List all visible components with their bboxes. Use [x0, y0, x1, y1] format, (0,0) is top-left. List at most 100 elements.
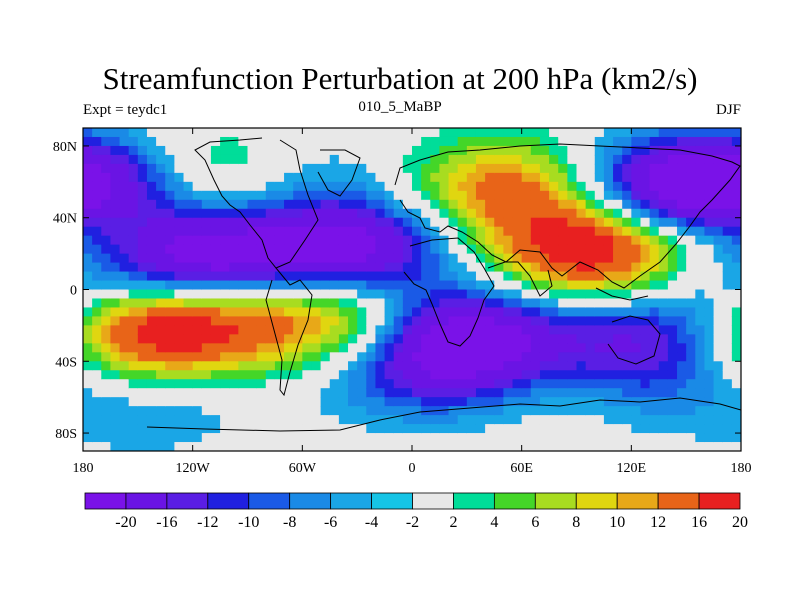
- contour-cell: [576, 424, 587, 434]
- contour-cell: [585, 253, 596, 264]
- contour-cell: [165, 298, 175, 309]
- contour-cell: [329, 316, 340, 326]
- contour-cell: [649, 307, 660, 318]
- contour-cell: [119, 316, 130, 326]
- contour-cell: [494, 307, 504, 318]
- contour-cell: [722, 280, 733, 291]
- contour-cell: [576, 262, 587, 273]
- contour-cell: [210, 163, 221, 174]
- contour-cell: [302, 424, 313, 434]
- contour-cell: [366, 406, 377, 416]
- contour-cell: [274, 334, 285, 344]
- contour-cell: [238, 181, 249, 192]
- contour-cell: [247, 361, 258, 371]
- contour-cell: [192, 226, 203, 237]
- contour-cell: [549, 343, 559, 353]
- contour-cell: [110, 352, 121, 362]
- contour-cell: [384, 280, 395, 291]
- contour-cell: [247, 244, 258, 255]
- contour-cell: [421, 388, 431, 398]
- contour-cell: [247, 262, 258, 273]
- contour-cell: [539, 199, 550, 210]
- contour-cell: [667, 154, 678, 165]
- contour-cell: [311, 343, 322, 353]
- contour-cell: [421, 217, 431, 228]
- contour-cell: [430, 343, 441, 353]
- colorbar-swatch: [330, 492, 372, 510]
- contour-cell: [247, 271, 258, 282]
- contour-cell: [320, 397, 331, 407]
- contour-cell: [512, 154, 523, 165]
- contour-cell: [220, 262, 230, 273]
- contour-cell: [165, 226, 175, 237]
- contour-cell: [475, 442, 486, 451]
- contour-cell: [128, 271, 139, 282]
- contour-cell: [128, 433, 139, 443]
- contour-cell: [110, 397, 121, 407]
- contour-cell: [576, 289, 587, 300]
- contour-cell: [539, 217, 550, 228]
- contour-cell: [503, 163, 514, 174]
- contour-cell: [101, 343, 112, 353]
- contour-cell: [430, 190, 441, 201]
- contour-cell: [284, 199, 294, 210]
- contour-cell: [348, 226, 358, 237]
- contour-cell: [265, 271, 276, 282]
- contour-cell: [475, 280, 486, 291]
- contour-cell: [348, 298, 358, 309]
- contour-cell: [667, 226, 678, 237]
- contour-cell: [183, 235, 194, 246]
- contour-cell: [293, 334, 303, 344]
- contour-cell: [485, 406, 495, 416]
- contour-cell: [567, 199, 578, 210]
- contour-cell: [722, 343, 733, 353]
- contour-cell: [713, 136, 724, 147]
- contour-cell: [640, 442, 651, 451]
- contour-cell: [256, 415, 267, 425]
- contour-cell: [220, 199, 230, 210]
- contour-cell: [302, 379, 313, 389]
- contour-cell: [713, 370, 724, 380]
- contour-cell: [119, 343, 130, 353]
- contour-cell: [704, 361, 715, 371]
- contour-cell: [393, 388, 404, 398]
- contour-cell: [265, 253, 276, 264]
- contour-cell: [576, 128, 587, 138]
- contour-cell: [348, 388, 358, 398]
- contour-cell: [695, 334, 706, 344]
- contour-cell: [137, 136, 148, 147]
- contour-cell: [210, 172, 221, 183]
- contour-cell: [530, 343, 541, 353]
- contour-cell: [485, 235, 495, 246]
- contour-cell: [640, 199, 651, 210]
- contour-cell: [265, 208, 276, 219]
- contour-cell: [366, 352, 377, 362]
- contour-cell: [357, 307, 367, 318]
- contour-cell: [274, 280, 285, 291]
- contour-cell: [183, 415, 194, 425]
- contour-cell: [521, 262, 532, 273]
- contour-cell: [677, 181, 687, 192]
- contour-cell: [274, 172, 285, 183]
- contour-cell: [366, 199, 377, 210]
- colorbar-label: 4: [490, 514, 498, 531]
- contour-cell: [146, 154, 157, 165]
- contour-cell: [146, 361, 157, 371]
- contour-cell: [549, 298, 559, 309]
- contour-cell: [101, 334, 112, 344]
- contour-cell: [229, 343, 239, 353]
- contour-cell: [494, 262, 504, 273]
- contour-cell: [722, 181, 733, 192]
- contour-cell: [695, 325, 706, 335]
- contour-cell: [137, 128, 148, 138]
- contour-cell: [293, 361, 303, 371]
- contour-cell: [430, 442, 441, 451]
- contour-cell: [558, 208, 568, 219]
- contour-cell: [466, 415, 477, 425]
- contour-cell: [238, 208, 249, 219]
- contour-cell: [101, 145, 112, 156]
- contour-cell: [713, 316, 724, 326]
- contour-cell: [667, 235, 678, 246]
- contour-cell: [220, 235, 230, 246]
- contour-cell: [512, 172, 523, 183]
